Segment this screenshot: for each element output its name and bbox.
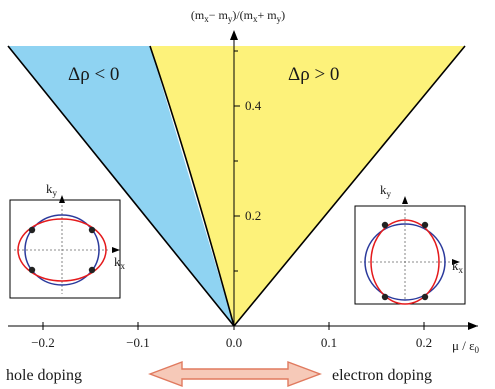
y-axis-arrow <box>230 30 238 40</box>
yellow-region <box>150 46 465 326</box>
y-ticks <box>234 50 240 272</box>
blue-fermi-surface <box>24 214 100 286</box>
right-boundary <box>233 45 466 327</box>
red-fermi-surface <box>17 218 107 282</box>
x-ticks <box>42 322 425 330</box>
blue-fermi-surface <box>364 223 446 301</box>
left-inset-kx-label: kx <box>114 254 126 271</box>
y-tick-label-02: 0.2 <box>245 208 261 223</box>
x-tick-label-1: −0.2 <box>31 335 55 350</box>
left-inset-ky-label: ky <box>46 181 58 198</box>
x-tick-label-3: 0.0 <box>226 335 242 350</box>
y-axis-title: (mx− my)/(mx+ my) <box>191 8 285 24</box>
x-axis-arrow <box>468 322 478 330</box>
region-label-right: Δρ > 0 <box>288 64 339 85</box>
right-inset-ky-label: ky <box>380 182 392 199</box>
x-tick-label-5: 0.2 <box>416 335 432 350</box>
y-tick-label-04: 0.4 <box>245 98 262 113</box>
left-boundary <box>7 45 235 327</box>
red-fermi-surface <box>370 219 440 305</box>
hole-doping-label: hole doping <box>6 367 82 384</box>
x-tick-label-4: 0.1 <box>321 335 337 350</box>
inset-electron-doping <box>354 196 466 305</box>
region-label-left: Δρ < 0 <box>68 64 119 85</box>
inset-hole-doping <box>9 195 121 299</box>
x-tick-label-2: −0.1 <box>126 335 150 350</box>
right-inset-kx-label: kx <box>452 258 464 275</box>
double-arrow <box>148 360 322 388</box>
electron-doping-label: electron doping <box>332 367 432 384</box>
x-axis-title: μ / ε0 <box>452 338 480 355</box>
phase-boundary-curve <box>149 45 235 327</box>
